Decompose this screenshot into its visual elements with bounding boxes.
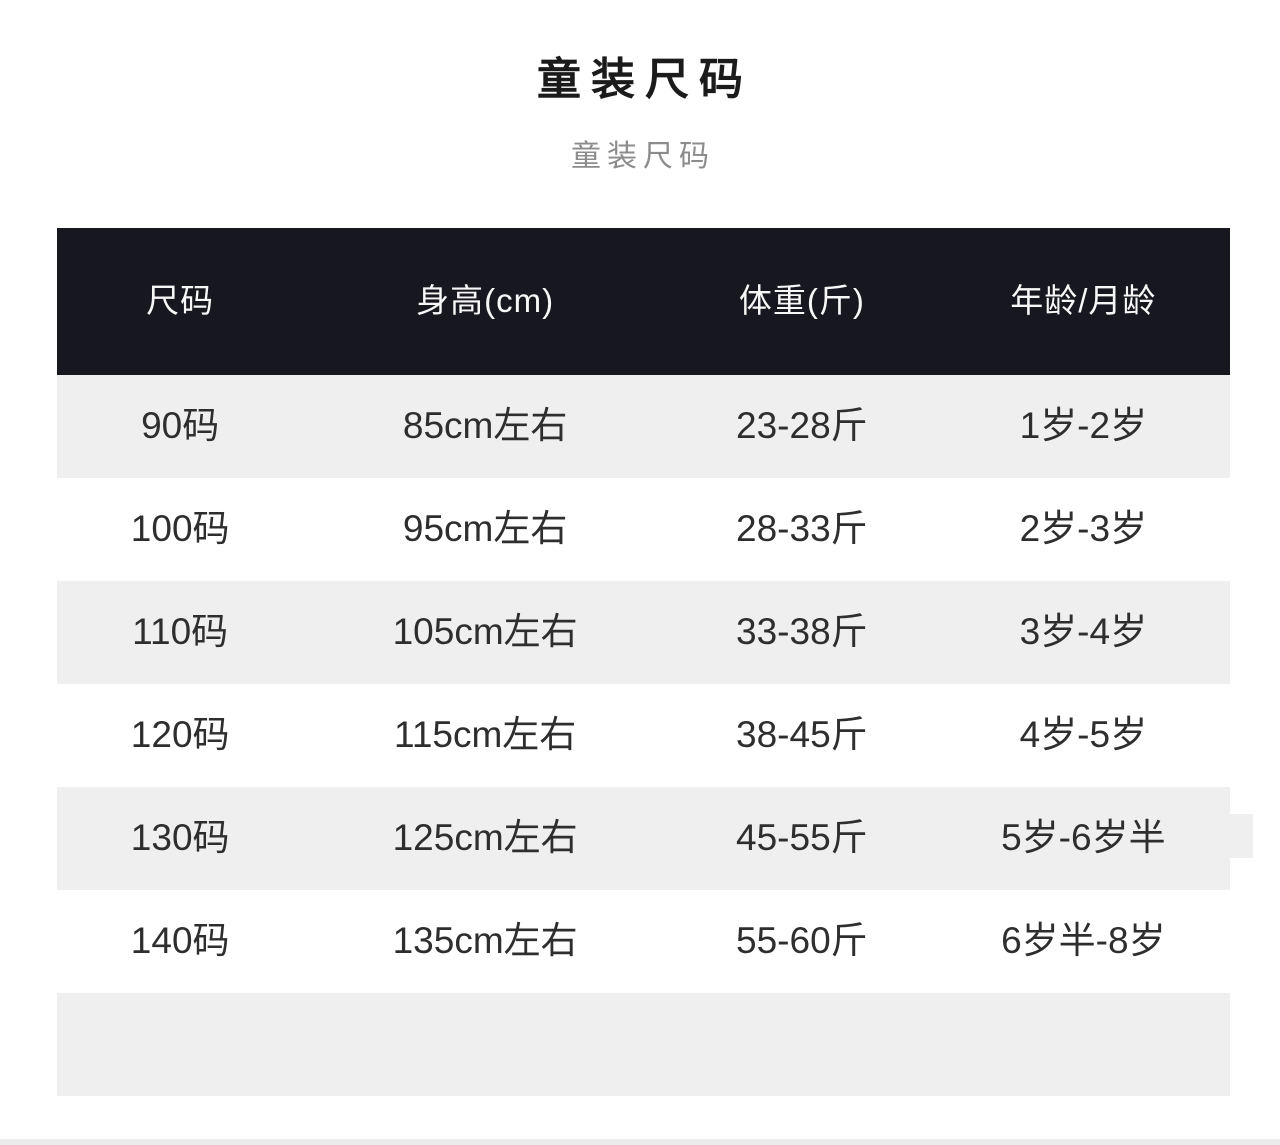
weight-cell: 45-55斤: [736, 817, 868, 859]
table-row-empty: [57, 993, 1230, 1096]
row-edge-tab: [1223, 814, 1253, 858]
size-cell: 100码: [130, 508, 230, 550]
table-row: 110码 105cm左右 33-38斤 3岁-4岁: [57, 581, 1230, 684]
column-header-size: 尺码: [146, 282, 215, 320]
height-cell: 85cm左右: [402, 405, 568, 447]
column-header-weight: 体重(斤): [738, 282, 865, 320]
age-cell: 6岁半-8岁: [1001, 920, 1166, 962]
age-cell: 2岁-3岁: [1019, 508, 1148, 550]
bottom-strip: [0, 1139, 1280, 1145]
weight-cell: 28-33斤: [736, 508, 868, 550]
height-cell: 125cm左右: [392, 817, 578, 859]
size-table: 尺码 身高(cm) 体重(斤) 年龄/月龄 90码 85cm左右 23-28斤 …: [57, 228, 1253, 1096]
age-cell: 1岁-2岁: [1019, 405, 1148, 447]
table-row: 90码 85cm左右 23-28斤 1岁-2岁: [57, 375, 1230, 478]
height-cell: 105cm左右: [392, 611, 578, 653]
age-cell: 5岁-6岁半: [1001, 817, 1166, 859]
page-subtitle: 童装尺码: [571, 140, 715, 173]
page-title: 童装尺码: [537, 55, 753, 104]
size-cell: 120码: [130, 714, 230, 756]
weight-cell: 55-60斤: [736, 920, 868, 962]
weight-cell: 23-28斤: [736, 405, 868, 447]
age-cell: 4岁-5岁: [1019, 714, 1148, 756]
table-row: 120码 115cm左右 38-45斤 4岁-5岁: [57, 684, 1230, 787]
table-row: 130码 125cm左右 45-55斤 5岁-6岁半: [57, 787, 1230, 890]
size-cell: 110码: [132, 611, 229, 653]
height-cell: 95cm左右: [402, 508, 568, 550]
height-cell: 115cm左右: [393, 714, 577, 756]
column-header-height: 身高(cm): [416, 282, 555, 320]
table-row: 100码 95cm左右 28-33斤 2岁-3岁: [57, 478, 1230, 581]
table-row: 140码 135cm左右 55-60斤 6岁半-8岁: [57, 890, 1230, 993]
height-cell: 135cm左右: [392, 920, 578, 962]
weight-cell: 33-38斤: [736, 611, 868, 653]
column-header-age: 年龄/月龄: [1010, 282, 1157, 320]
age-cell: 3岁-4岁: [1019, 611, 1148, 653]
table-header-row: 尺码 身高(cm) 体重(斤) 年龄/月龄: [57, 228, 1230, 375]
weight-cell: 38-45斤: [736, 714, 868, 756]
size-cell: 130码: [130, 817, 230, 859]
size-cell: 90码: [141, 405, 220, 447]
size-cell: 140码: [130, 920, 230, 962]
